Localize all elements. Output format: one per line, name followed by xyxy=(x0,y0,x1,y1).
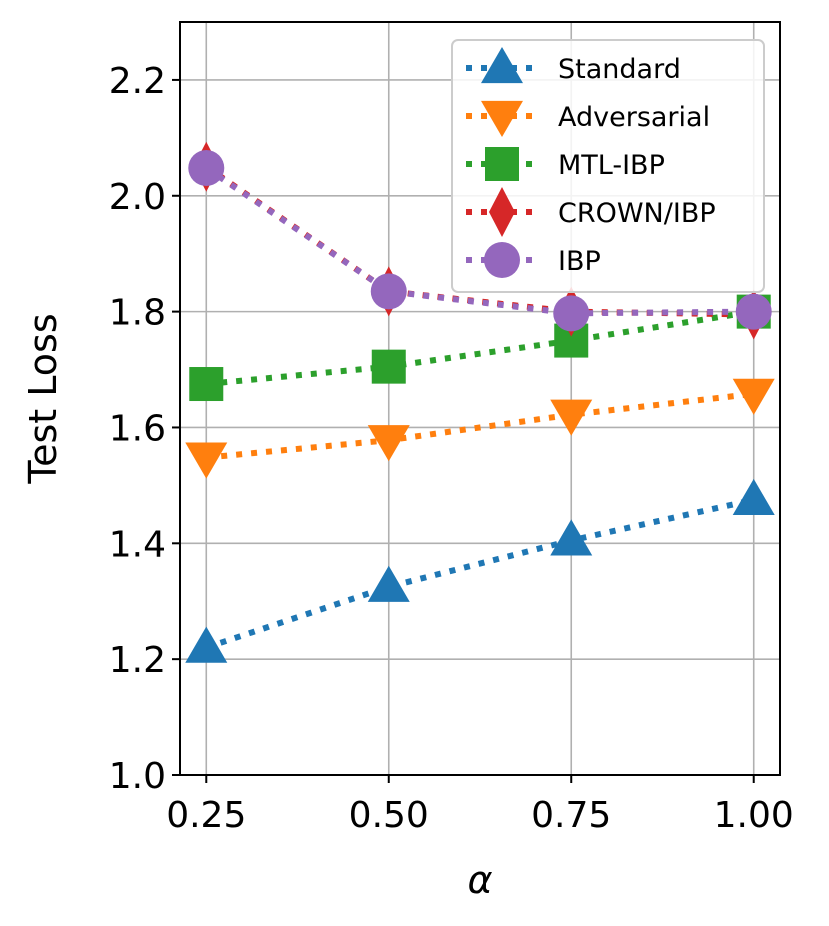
ticks: 0.25 0.50 0.75 1.00 1.0 1.2 1.4 1.6 1.8 2.0 2.2 xyxy=(109,61,794,836)
y-tick-label: 1.8 xyxy=(109,293,166,334)
data-point-ibp xyxy=(735,293,772,330)
y-tick-label: 1.2 xyxy=(109,640,166,681)
data-point-adversarial xyxy=(550,399,593,436)
legend-label-ibp: IBP xyxy=(558,246,601,277)
data-point-adversarial xyxy=(732,378,775,415)
x-tick-label: 0.50 xyxy=(349,795,429,836)
y-axis-label: Test Loss xyxy=(21,313,65,484)
data-point-standard xyxy=(185,626,228,663)
data-point-ibp xyxy=(553,295,590,332)
series-markers xyxy=(185,141,775,663)
legend-marker-crown-ibp xyxy=(489,187,515,237)
axes-frame xyxy=(179,21,781,776)
data-point-mtl-ibp xyxy=(371,349,406,384)
y-tick-label: 2.0 xyxy=(109,177,166,218)
legend-marker-mtl-ibp xyxy=(485,147,519,181)
series-line-adversarial xyxy=(205,390,755,461)
legend-label-adversarial: Adversarial xyxy=(558,102,710,133)
series-line-standard xyxy=(205,496,755,651)
series-lines xyxy=(204,164,755,651)
x-axis-label: α xyxy=(467,858,492,902)
data-point-standard xyxy=(550,519,593,556)
x-tick-label: 0.25 xyxy=(166,795,246,836)
legend-label-standard: Standard xyxy=(558,54,681,85)
x-tick-label: 0.75 xyxy=(531,795,611,836)
legend-label-crown-ibp: CROWN/IBP xyxy=(558,198,716,229)
data-point-standard xyxy=(732,478,775,515)
series-line-ibp xyxy=(204,165,754,317)
data-point-ibp xyxy=(188,149,225,186)
data-point-ibp xyxy=(370,273,407,310)
legend: Standard Adversarial MTL-IBP CROWN/IBP IBP xyxy=(451,39,765,293)
legend-box xyxy=(451,39,765,293)
y-tick-label: 1.6 xyxy=(109,408,166,449)
legend-marker-standard xyxy=(481,47,523,84)
y-tick-label: 1.0 xyxy=(109,756,166,797)
series-line-mtl-ibp xyxy=(205,308,755,388)
y-tick-label: 2.2 xyxy=(109,61,166,102)
data-point-mtl-ibp xyxy=(189,367,224,402)
x-tick-label: 1.00 xyxy=(714,795,794,836)
legend-label-mtl-ibp: MTL-IBP xyxy=(558,150,665,181)
data-point-standard xyxy=(367,565,410,602)
legend-marker-adversarial xyxy=(481,100,523,137)
y-tick-label: 1.4 xyxy=(109,524,166,565)
legend-marker-ibp xyxy=(484,242,520,278)
data-point-adversarial xyxy=(185,442,228,479)
data-point-adversarial xyxy=(367,425,410,462)
